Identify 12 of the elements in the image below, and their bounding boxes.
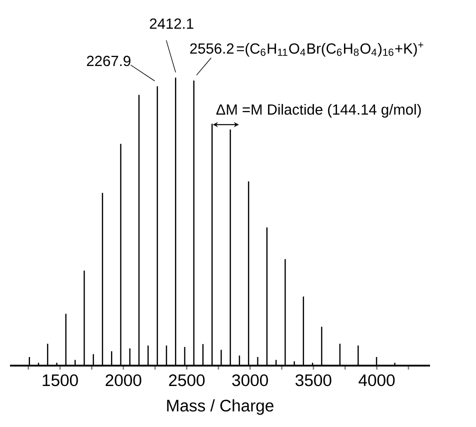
x-tick-label: 3000 (232, 374, 268, 386)
text: =(C$_{6}$H$_{11}$O$_{4}$Br(C$_{6}$H$_{8}$O$_{4}$)$_{16}$+K)$^{+}$ (236, 42, 424, 57)
annotation: 2412.1 (150, 18, 194, 29)
x-tick-label: 2500 (169, 374, 205, 386)
x-tick-label: 4000 (358, 374, 395, 386)
x-axis-title: Mass / Charge (167, 399, 274, 415)
x-tick-label: 2000 (106, 374, 142, 386)
x-tick-label: 3500 (296, 374, 332, 386)
annotation: 2267.9 (86, 56, 130, 66)
annotation: 2556.2 (190, 43, 234, 54)
x-tick-label: 1500 (42, 374, 78, 386)
annotation: ΔM =M Dilactide (144.14 g/mol) (216, 104, 421, 118)
